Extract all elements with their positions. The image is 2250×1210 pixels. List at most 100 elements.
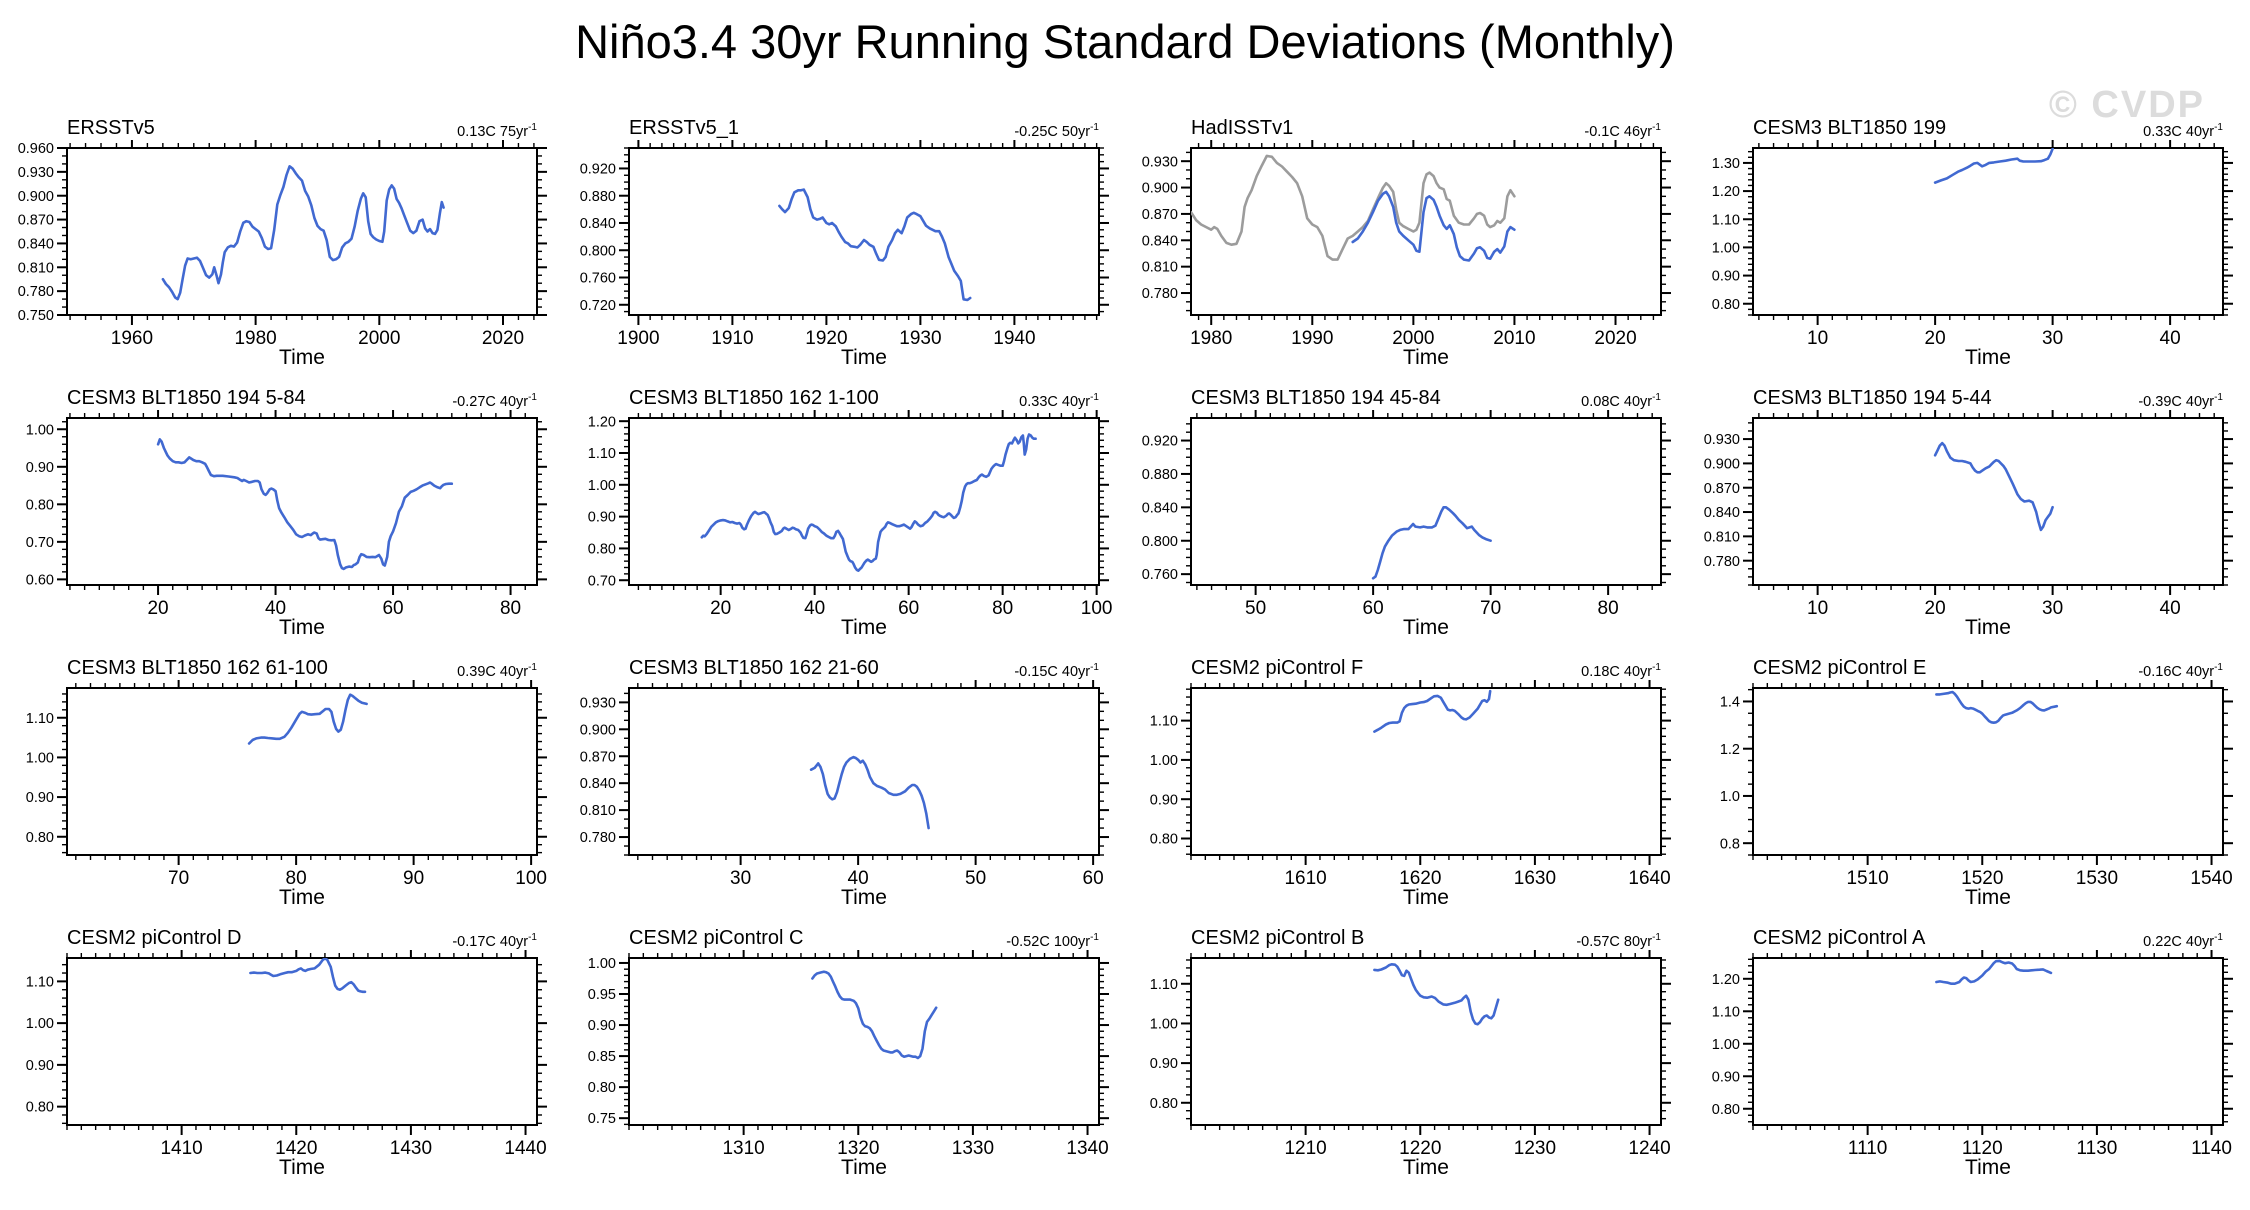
x-tick-label: 60 — [1363, 598, 1384, 618]
panel-cesm2-picontrol-a: CESM2 piControl A 0.22C 40yr-1 1110 1120 113… — [1687, 922, 2249, 1192]
y-tick-label: 0.80 — [1150, 832, 1178, 848]
y-tick-label: 1.00 — [1150, 753, 1178, 769]
trend-exponent: -1 — [1090, 932, 1099, 944]
x-tick-label: 1220 — [1399, 1138, 1441, 1158]
y-tick-label: 0.870 — [18, 213, 54, 229]
x-axis-title: Time — [1403, 1156, 1449, 1179]
panel-header: CESM3 BLT1850 162 21-60 -0.15C 40yr-1 — [629, 652, 1099, 680]
line-chart: 1110 1120 1130 1140 0.80 0.90 1.00 1.10 1.20 — [1712, 950, 2233, 1158]
y-tick-label: 1.00 — [26, 750, 54, 766]
x-tick-label: 1430 — [390, 1138, 432, 1158]
trend-annotation: -0.25C 50yr-1 — [1014, 122, 1099, 140]
y-tick-label: 0.8 — [1720, 836, 1740, 852]
line-chart: 1410 1420 1430 1440 0.80 0.90 1.00 1.10 — [26, 950, 547, 1158]
x-tick-label: 40 — [804, 598, 825, 618]
panel-cesm3-blt1850-162-21-60: CESM3 BLT1850 162 21-60 -0.15C 40yr-1 30 40… — [563, 652, 1125, 922]
trend-value: -0.52C 100yr — [1006, 934, 1091, 950]
x-tick-label: 1930 — [899, 328, 941, 348]
trend-annotation: -0.39C 40yr-1 — [2138, 392, 2223, 410]
line-chart: 1510 1520 1530 1540 0.8 1.0 1.2 1.4 — [1720, 680, 2233, 888]
y-tick-label: 0.900 — [1142, 181, 1178, 197]
x-tick-label: 10 — [1807, 598, 1828, 618]
line-chart: 1210 1220 1230 1240 0.80 0.90 1.00 1.10 — [1150, 950, 1671, 1158]
trend-value: 0.22C 40yr — [2143, 934, 2215, 950]
plot-frame — [1752, 147, 2224, 316]
plot-frame — [628, 957, 1100, 1126]
y-tick-label: 0.840 — [18, 237, 54, 253]
line-chart: 20 40 60 80 0.60 0.70 0.80 0.90 1.00 — [26, 410, 547, 618]
trend-exponent: -1 — [2214, 932, 2223, 944]
panel-header: CESM2 piControl E -0.16C 40yr-1 — [1753, 652, 2223, 680]
series-line-blue — [809, 755, 930, 830]
plot-frame — [66, 417, 538, 586]
line-chart: 10 20 30 40 0.780 0.810 0.840 0.870 0.900 0.930 — [1704, 410, 2233, 618]
x-tick-label: 1980 — [1190, 328, 1232, 348]
trend-value: -0.15C 40yr — [1014, 664, 1091, 680]
axis-ticks — [1743, 410, 2233, 595]
x-tick-label: 30 — [730, 868, 751, 888]
panel-cesm3-blt1850-194-45-84: CESM3 BLT1850 194 45-84 0.08C 40yr-1 50 60 7… — [1125, 382, 1687, 652]
y-tick-label: 0.80 — [26, 830, 54, 846]
x-tick-label: 90 — [403, 868, 424, 888]
series-line-blue — [1935, 959, 2053, 986]
y-tick-label: 0.760 — [1142, 567, 1178, 583]
x-tick-label: 40 — [2160, 598, 2181, 618]
line-chart: 30 40 50 60 0.780 0.810 0.840 0.870 0.900 0.930 — [580, 680, 1109, 888]
y-tick-label: 0.880 — [580, 189, 616, 205]
x-tick-label: 1900 — [617, 328, 659, 348]
series-line-blue — [249, 958, 367, 994]
x-axis-title: Time — [279, 346, 325, 369]
trend-annotation: 0.33C 40yr-1 — [1019, 392, 1099, 410]
y-tick-label: 0.900 — [1704, 456, 1740, 472]
trend-exponent: -1 — [528, 392, 537, 404]
trend-annotation: 0.33C 40yr-1 — [2143, 122, 2223, 140]
panel-title: CESM2 piControl D — [67, 927, 242, 949]
trend-annotation: 0.08C 40yr-1 — [1581, 392, 1661, 410]
x-tick-label: 1980 — [234, 328, 276, 348]
trend-annotation: 0.13C 75yr-1 — [457, 122, 537, 140]
series-line-blue — [1933, 441, 2054, 532]
y-tick-label: 0.870 — [1704, 481, 1740, 497]
x-tick-label: 80 — [500, 598, 521, 618]
y-tick-label: 0.960 — [18, 141, 54, 157]
panel-title: ERSSTv5 — [67, 117, 155, 139]
y-tick-label: 1.00 — [588, 956, 616, 972]
y-tick-label: 0.90 — [588, 1018, 616, 1034]
y-tick-label: 0.80 — [26, 1100, 54, 1116]
panel-ersstv5-1: ERSSTv5_1 -0.25C 50yr-1 1900 1910 1920 1930 19… — [563, 112, 1125, 382]
axis-ticks — [1181, 950, 1671, 1135]
x-tick-label: 1520 — [1961, 868, 2003, 888]
axis-ticks — [57, 410, 547, 595]
x-axis-title: Time — [279, 886, 325, 909]
y-tick-label: 0.90 — [1150, 792, 1178, 808]
y-tick-label: 1.10 — [1712, 212, 1740, 228]
x-tick-label: 70 — [168, 868, 189, 888]
series-line-blue — [1373, 689, 1492, 733]
panel-header: CESM3 BLT1850 194 5-84 -0.27C 40yr-1 — [67, 382, 537, 410]
y-tick-label: 1.10 — [588, 446, 616, 462]
trend-value: -0.17C 40yr — [452, 934, 529, 950]
x-tick-label: 1990 — [1291, 328, 1333, 348]
x-tick-label: 100 — [1081, 598, 1113, 618]
trend-value: 0.08C 40yr — [1581, 394, 1653, 410]
line-chart: 70 80 90 100 0.80 0.90 1.00 1.10 — [26, 680, 547, 888]
trend-annotation: 0.39C 40yr-1 — [457, 662, 537, 680]
trend-value: -0.39C 40yr — [2138, 394, 2215, 410]
y-tick-label: 0.930 — [18, 165, 54, 181]
panel-header: CESM3 BLT1850 194 45-84 0.08C 40yr-1 — [1191, 382, 1661, 410]
x-tick-label: 1330 — [952, 1138, 994, 1158]
y-tick-label: 0.900 — [580, 722, 616, 738]
y-tick-label: 0.840 — [1142, 500, 1178, 516]
trend-exponent: -1 — [1652, 932, 1661, 944]
plot-frame — [66, 687, 538, 856]
y-tick-label: 0.810 — [1142, 260, 1178, 276]
panel-header: CESM3 BLT1850 194 5-44 -0.39C 40yr-1 — [1753, 382, 2223, 410]
panels-grid: ERSSTv5 0.13C 75yr-1 1960 1980 2000 2020 0.750… — [1, 112, 2249, 1192]
trend-exponent: -1 — [528, 662, 537, 674]
x-axis-title: Time — [1965, 616, 2011, 639]
x-tick-label: 50 — [1245, 598, 1266, 618]
y-tick-label: 0.840 — [1704, 505, 1740, 521]
x-tick-label: 1530 — [2076, 868, 2118, 888]
y-tick-label: 0.900 — [18, 189, 54, 205]
x-tick-label: 1610 — [1284, 868, 1326, 888]
